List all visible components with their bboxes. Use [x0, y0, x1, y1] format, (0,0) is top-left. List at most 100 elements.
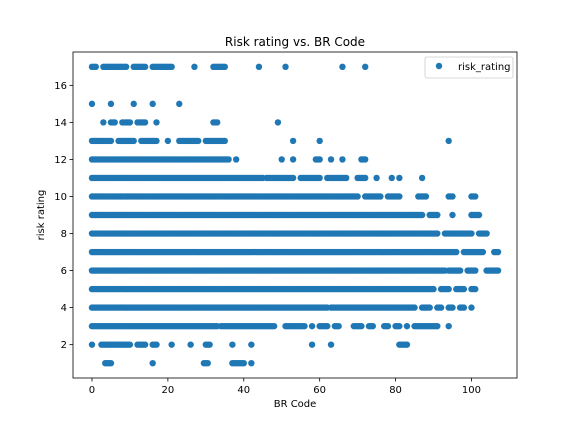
data-point — [289, 137, 297, 145]
x-tick-label: 60 — [313, 385, 326, 396]
data-point — [274, 119, 282, 126]
data-point — [426, 304, 433, 311]
data-point — [373, 174, 380, 182]
chart-title: Risk rating vs. BR Code — [225, 35, 365, 49]
data-point — [289, 174, 297, 182]
data-point — [418, 211, 426, 219]
data-point — [449, 211, 456, 219]
data-point — [248, 359, 255, 367]
data-point — [130, 137, 137, 145]
data-point — [434, 211, 441, 219]
data-point — [388, 174, 395, 182]
data-point — [126, 341, 134, 348]
data-point — [122, 63, 130, 71]
data-point — [494, 267, 502, 274]
data-point — [377, 193, 384, 200]
data-point — [176, 100, 183, 108]
data-point — [445, 285, 452, 293]
data-point — [107, 100, 115, 108]
data-point — [396, 174, 403, 182]
data-point — [343, 174, 350, 182]
data-point — [301, 322, 308, 330]
data-point — [229, 341, 236, 348]
data-point — [445, 137, 452, 145]
data-point — [141, 63, 149, 71]
data-point — [248, 341, 255, 348]
data-point — [339, 63, 346, 71]
data-point — [403, 341, 411, 348]
data-point — [335, 322, 342, 330]
y-axis-ticks: 2 4 6 8 10 12 14 16 — [54, 81, 73, 351]
y-axis-label: risk rating — [36, 190, 47, 241]
data-point — [437, 304, 445, 311]
data-point — [225, 156, 232, 163]
data-point — [187, 341, 194, 348]
data-point — [445, 322, 452, 330]
data-point — [483, 230, 490, 237]
data-point — [472, 193, 479, 200]
y-tick-label: 6 — [61, 266, 67, 277]
y-tick-label: 16 — [54, 81, 67, 92]
y-tick-label: 4 — [61, 303, 67, 314]
data-point — [107, 359, 115, 367]
data-point — [422, 193, 430, 200]
data-point — [403, 322, 411, 330]
data-point — [362, 63, 369, 71]
data-point — [88, 341, 96, 348]
data-point — [141, 341, 149, 348]
data-point — [418, 174, 426, 182]
legend-label: risk_rating — [458, 62, 511, 73]
data-point — [153, 341, 160, 348]
data-point — [460, 304, 468, 311]
data-point — [430, 285, 437, 293]
data-point — [240, 359, 247, 367]
data-point — [168, 63, 175, 71]
data-point — [434, 322, 441, 330]
data-point — [460, 285, 468, 293]
x-tick-label: 40 — [237, 385, 250, 396]
data-point — [472, 285, 479, 293]
data-point — [449, 193, 456, 200]
data-point — [479, 248, 487, 256]
x-tick-label: 0 — [89, 385, 95, 396]
data-points — [88, 63, 502, 367]
legend-marker — [435, 62, 443, 70]
data-point — [149, 100, 156, 108]
legend-box — [424, 56, 514, 79]
data-point — [308, 341, 316, 348]
data-point — [396, 193, 403, 200]
data-point — [468, 230, 475, 237]
data-point — [232, 156, 240, 163]
data-point — [411, 304, 418, 311]
data-point — [354, 193, 361, 200]
data-point — [316, 137, 323, 145]
data-point — [195, 137, 202, 145]
data-point — [191, 63, 198, 71]
data-point — [153, 119, 160, 126]
data-point — [456, 267, 464, 274]
data-point — [396, 322, 403, 330]
data-point — [472, 267, 479, 274]
data-point — [168, 341, 175, 348]
data-point — [149, 359, 156, 367]
data-point — [126, 119, 134, 126]
data-point — [289, 156, 297, 163]
legend: risk_rating — [424, 56, 514, 79]
y-tick-label: 10 — [54, 192, 67, 203]
data-point — [494, 248, 502, 256]
data-point — [130, 100, 137, 108]
x-axis-label: BR Code — [274, 399, 317, 410]
data-point — [278, 156, 285, 163]
x-tick-label: 80 — [389, 385, 402, 396]
x-tick-label: 100 — [462, 385, 481, 396]
data-point — [316, 174, 323, 182]
x-axis-ticks: 0 20 40 60 80 100 — [89, 378, 481, 396]
data-point — [221, 137, 228, 145]
y-tick-label: 14 — [54, 118, 67, 129]
data-point — [255, 63, 263, 71]
data-point — [270, 322, 278, 330]
data-point — [327, 341, 335, 348]
data-point — [316, 156, 323, 163]
plot-frame — [72, 51, 518, 379]
